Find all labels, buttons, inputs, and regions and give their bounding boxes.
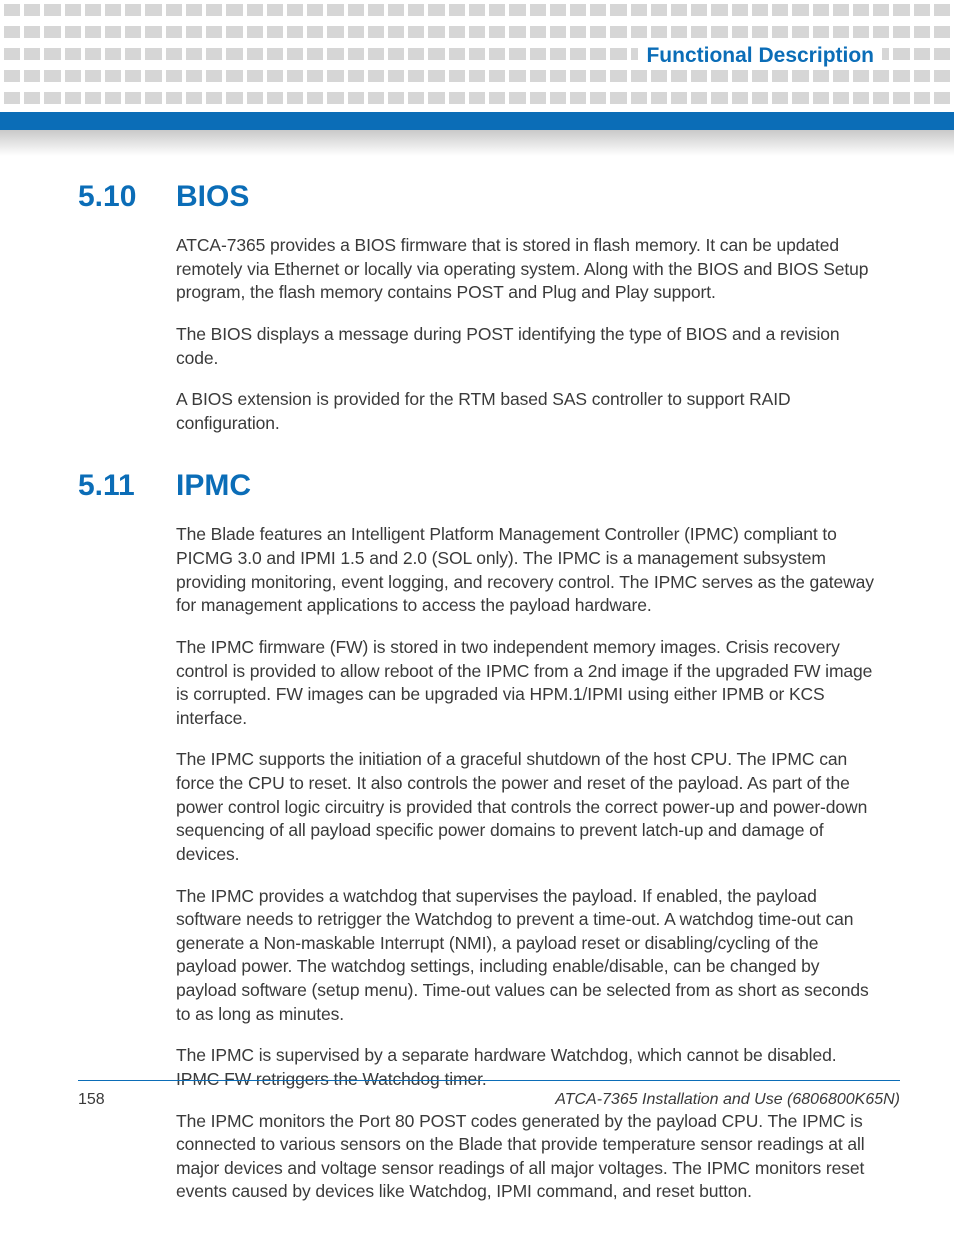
section: 5.10BIOS ATCA-7365 provides a BIOS firmwa… [78,180,878,435]
section-number: 5.10 [78,180,176,214]
section-title: BIOS [176,180,249,214]
section-body: ATCA-7365 provides a BIOS firmware that … [176,234,878,435]
body-paragraph: The BIOS displays a message during POST … [176,323,878,370]
body-paragraph: A BIOS extension is provided for the RTM… [176,388,878,435]
body-paragraph: The IPMC provides a watchdog that superv… [176,885,878,1027]
body-paragraph: The IPMC monitors the Port 80 POST codes… [176,1110,878,1205]
section-number: 5.11 [78,469,176,503]
section-heading: 5.11IPMC [78,469,878,503]
section-title: IPMC [176,469,251,503]
body-paragraph: The IPMC firmware (FW) is stored in two … [176,636,878,731]
page-footer: 158 ATCA-7365 Installation and Use (6806… [78,1080,900,1109]
chapter-title: Functional Description [638,44,882,68]
footer-doc-title: ATCA-7365 Installation and Use (6806800K… [555,1091,900,1109]
header-blue-bar [0,112,954,130]
body-paragraph: The Blade features an Intelligent Platfo… [176,523,878,618]
header-gray-fade [0,130,954,156]
body-paragraph: The IPMC supports the initiation of a gr… [176,748,878,866]
page-number: 158 [78,1091,105,1109]
body-paragraph: ATCA-7365 provides a BIOS firmware that … [176,234,878,305]
section-heading: 5.10BIOS [78,180,878,214]
